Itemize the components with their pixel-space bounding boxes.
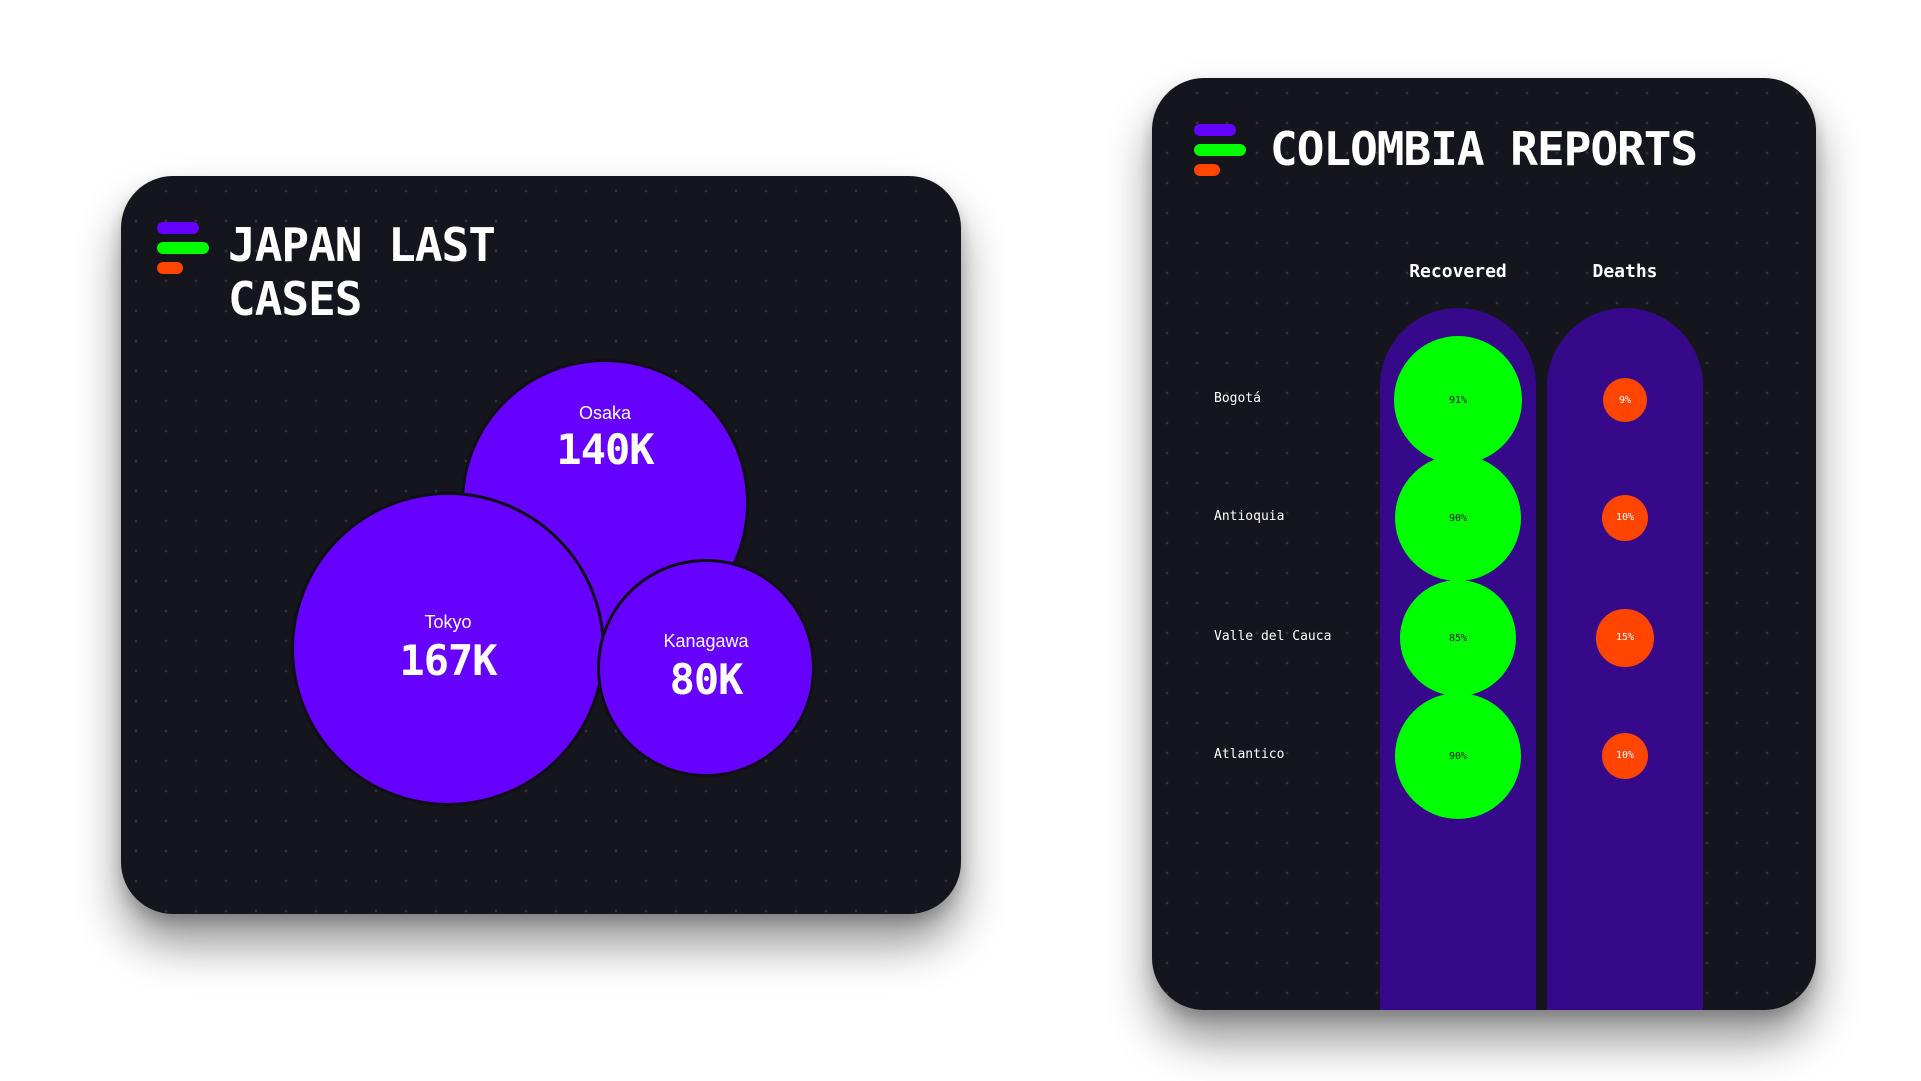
logo-bar-purple — [1194, 124, 1236, 136]
brand-logo-icon — [1194, 124, 1248, 180]
logo-bar-purple — [157, 222, 199, 234]
bubble-kanagawa: Kanagawa 80K — [597, 559, 815, 777]
deaths-dot: 10% — [1601, 494, 1649, 542]
recovered-dot: 90% — [1395, 455, 1521, 581]
row-label: Atlantico — [1214, 747, 1285, 762]
colombia-card-title: COLOMBIA REPORTS — [1270, 122, 1698, 176]
row-label: Bogotá — [1214, 391, 1261, 406]
recovered-dot: 85% — [1400, 580, 1516, 696]
logo-bar-green — [157, 242, 209, 254]
bubble-label: Kanagawa — [663, 630, 749, 651]
bubble-value: 140K — [556, 424, 654, 474]
deaths-dot: 10% — [1601, 732, 1649, 780]
row-label: Valle del Cauca — [1214, 629, 1332, 644]
recovered-dot: 91% — [1394, 336, 1522, 464]
bubble-tokyo: Tokyo 167K — [291, 492, 605, 806]
japan-card-title: JAPAN LAST CASES — [228, 218, 496, 326]
logo-bar-green — [1194, 144, 1246, 156]
recovered-column-header: Recovered — [1409, 261, 1507, 282]
japan-cases-card: JAPAN LAST CASES Osaka 140K Tokyo 167K Kanag… — [121, 176, 961, 914]
colombia-reports-card: COLOMBIA REPORTS Recovered Deaths Bogotá… — [1152, 78, 1816, 1010]
deaths-dot: 9% — [1603, 378, 1647, 422]
recovered-dot: 90% — [1395, 693, 1521, 819]
bubble-label: Osaka — [578, 402, 631, 423]
row-label: Antioquia — [1214, 509, 1285, 524]
brand-logo-icon — [157, 222, 211, 278]
deaths-dot: 15% — [1596, 609, 1654, 667]
logo-bar-orange — [157, 262, 183, 274]
deaths-column-header: Deaths — [1592, 261, 1658, 282]
bubble-value: 80K — [669, 654, 744, 704]
bubble-label: Tokyo — [424, 612, 472, 632]
logo-bar-orange — [1194, 164, 1220, 176]
bubble-value: 167K — [399, 636, 497, 685]
